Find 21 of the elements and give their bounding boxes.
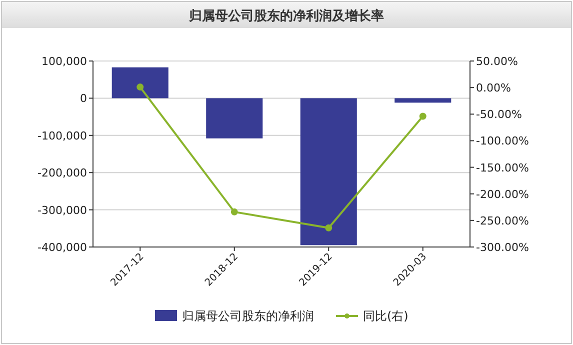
point	[136, 84, 144, 91]
y-tick-label: -400,000	[38, 241, 87, 254]
point	[419, 112, 426, 120]
y2-tick-label: -50.00%	[476, 108, 522, 122]
y2-tick-label: -250.00%	[476, 214, 529, 228]
y-tick-label: -200,000	[38, 166, 87, 180]
y2-tick-label: -150.00%	[476, 161, 529, 174]
y-tick-label: -300,000	[38, 204, 87, 217]
y2-tick-label: -300.00%	[476, 241, 529, 254]
legend-label: 归属母公司股东的净利润	[182, 309, 314, 323]
point	[230, 208, 238, 216]
point	[325, 224, 332, 232]
y2-tick-label: 0.00%	[476, 82, 511, 95]
legend-label: 同比(右)	[363, 309, 408, 323]
y-tick-label: 100,000	[42, 55, 87, 68]
y-tick-label: -100,000	[38, 129, 87, 142]
y2-tick-label: 50.00%	[476, 55, 518, 68]
y-tick-label: 0	[80, 92, 87, 106]
y2-tick-label: -100.00%	[476, 134, 529, 148]
y2-tick-label: -200.00%	[476, 188, 529, 201]
chart-title: 归属母公司股东的净利润及增长率	[188, 8, 384, 24]
